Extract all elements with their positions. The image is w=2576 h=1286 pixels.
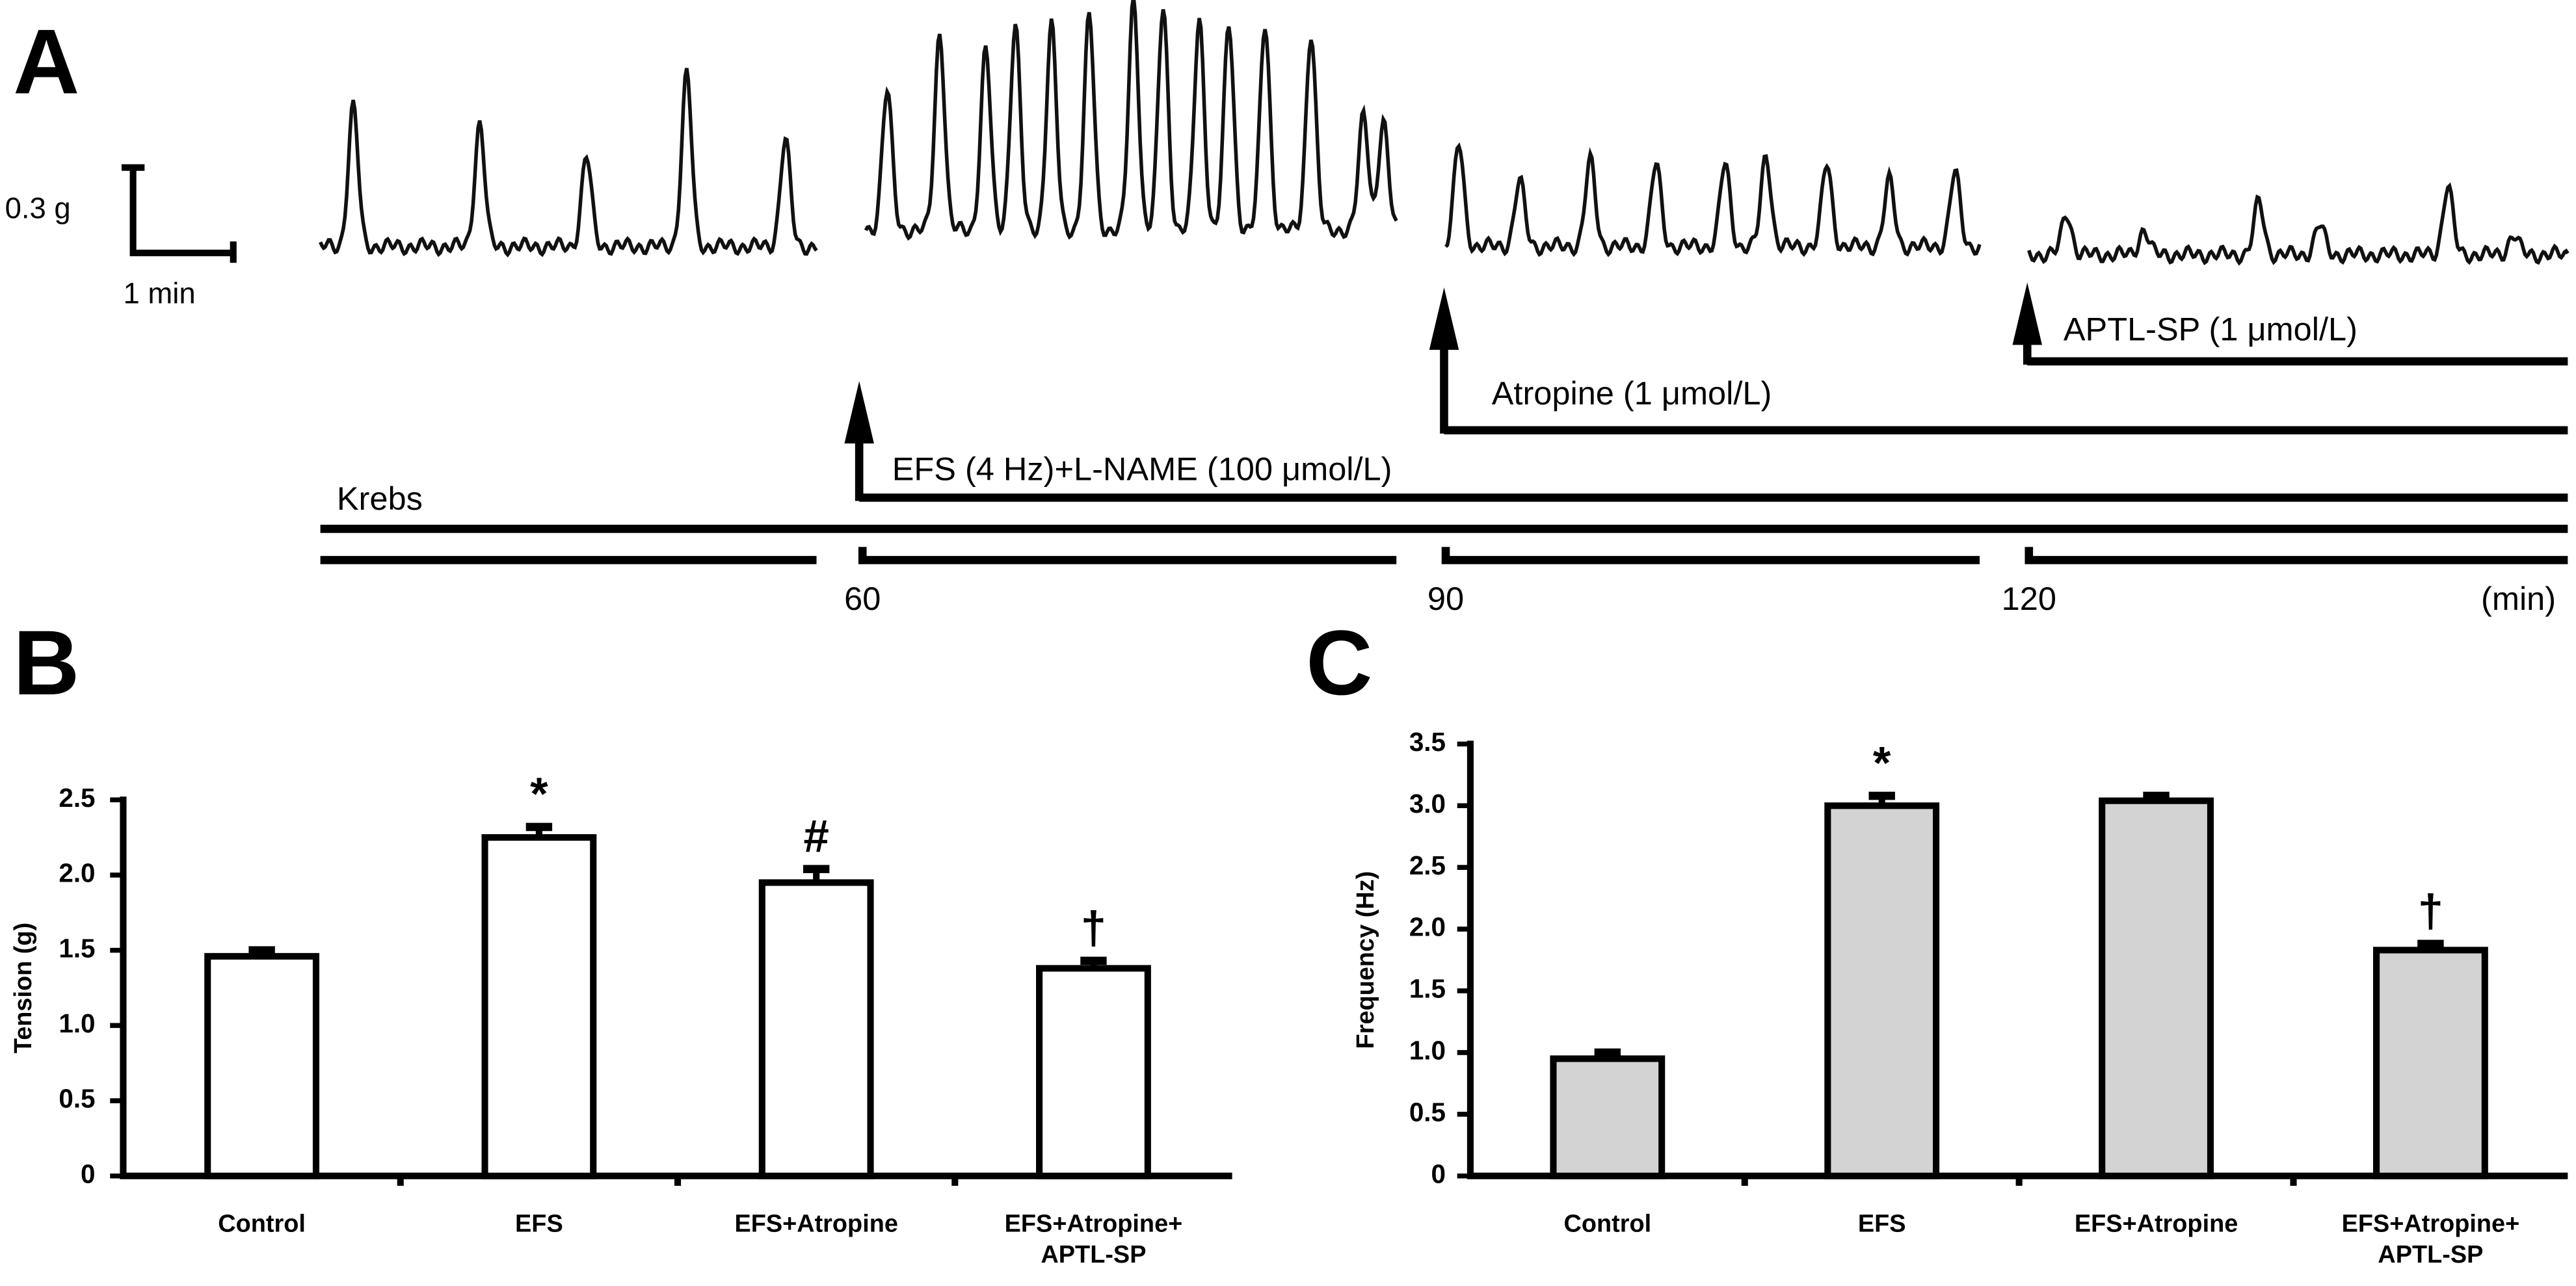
baseline-label: Krebs: [337, 480, 423, 517]
y-tick-label: 2.0: [59, 858, 95, 888]
y-tick-label: 3.5: [1409, 727, 1446, 757]
y-tick-label: 0: [81, 1159, 95, 1188]
y-tick-label: 0.5: [1409, 1097, 1446, 1127]
trace: [864, 0, 1398, 241]
arrowheads: [844, 282, 2043, 444]
y-tick-label: 0: [1431, 1159, 1446, 1188]
trace: [319, 68, 818, 257]
y-tick-label: 3.0: [1409, 789, 1446, 819]
time-line: [320, 547, 2568, 564]
y-tick-label: 0.5: [59, 1084, 95, 1114]
time-tick-label: 60: [844, 580, 881, 617]
scale-x-label: 1 min: [123, 277, 195, 310]
x-tick-label: EFS: [1858, 1211, 1906, 1238]
y-tick-label: 1.0: [59, 1008, 95, 1038]
time-unit: (min): [2481, 580, 2556, 617]
annotation: *: [1873, 737, 1891, 788]
annotation: †: [1081, 902, 1106, 953]
x-tick-label: EFS+Atropine: [2075, 1211, 2238, 1238]
bar: [2099, 797, 2214, 1179]
x-tick-label: Control: [1564, 1211, 1652, 1238]
bar: [481, 834, 597, 1179]
annotation: *: [530, 768, 548, 819]
annotation: †: [2418, 885, 2443, 936]
scale-bar: [121, 164, 237, 263]
bar: [758, 879, 874, 1179]
time-tick-label: 120: [2002, 580, 2056, 617]
traces: [319, 0, 2569, 266]
y-tick-label: 1.5: [59, 933, 95, 963]
bar: [204, 952, 320, 1179]
y-tick-label: 1.5: [1409, 974, 1446, 1004]
y-tick-label: 2.0: [1409, 912, 1446, 942]
y-axis-label: Frequency (Hz): [1352, 871, 1379, 1049]
y-tick-label: 1.0: [1409, 1036, 1446, 1066]
treatment-label: EFS (4 Hz)+L-NAME (100 μmol/L): [892, 450, 1392, 487]
x-tick-label: EFS+Atropine+ APTL-SP: [2342, 1211, 2520, 1268]
panel-label: C: [1306, 611, 1372, 714]
scale-y-label: 0.3 g: [5, 191, 71, 224]
y-tick-label: 2.5: [1409, 850, 1446, 880]
protocol-lines: [320, 322, 2568, 564]
treatment-label: Atropine (1 μmol/L): [1492, 374, 1772, 412]
bar: [1036, 965, 1151, 1179]
x-tick-label: EFS+Atropine+ APTL-SP: [1005, 1211, 1183, 1268]
x-tick-label: EFS: [515, 1211, 563, 1238]
trace: [2027, 182, 2569, 266]
trace: [1444, 142, 1982, 257]
y-tick-label: 2.5: [59, 783, 95, 813]
bar: [2373, 947, 2488, 1179]
y-axis-label: Tension (g): [10, 923, 37, 1053]
x-tick-label: Control: [218, 1211, 306, 1238]
annotation: #: [804, 810, 829, 861]
panel-label: B: [13, 611, 79, 714]
bar: [1824, 802, 1940, 1179]
bar: [1550, 1055, 1666, 1179]
x-tick-label: EFS+Atropine: [734, 1211, 897, 1238]
time-tick-label: 90: [1427, 580, 1464, 617]
panel-label: A: [13, 10, 79, 112]
treatment-label: APTL-SP (1 μmol/L): [2064, 311, 2357, 348]
